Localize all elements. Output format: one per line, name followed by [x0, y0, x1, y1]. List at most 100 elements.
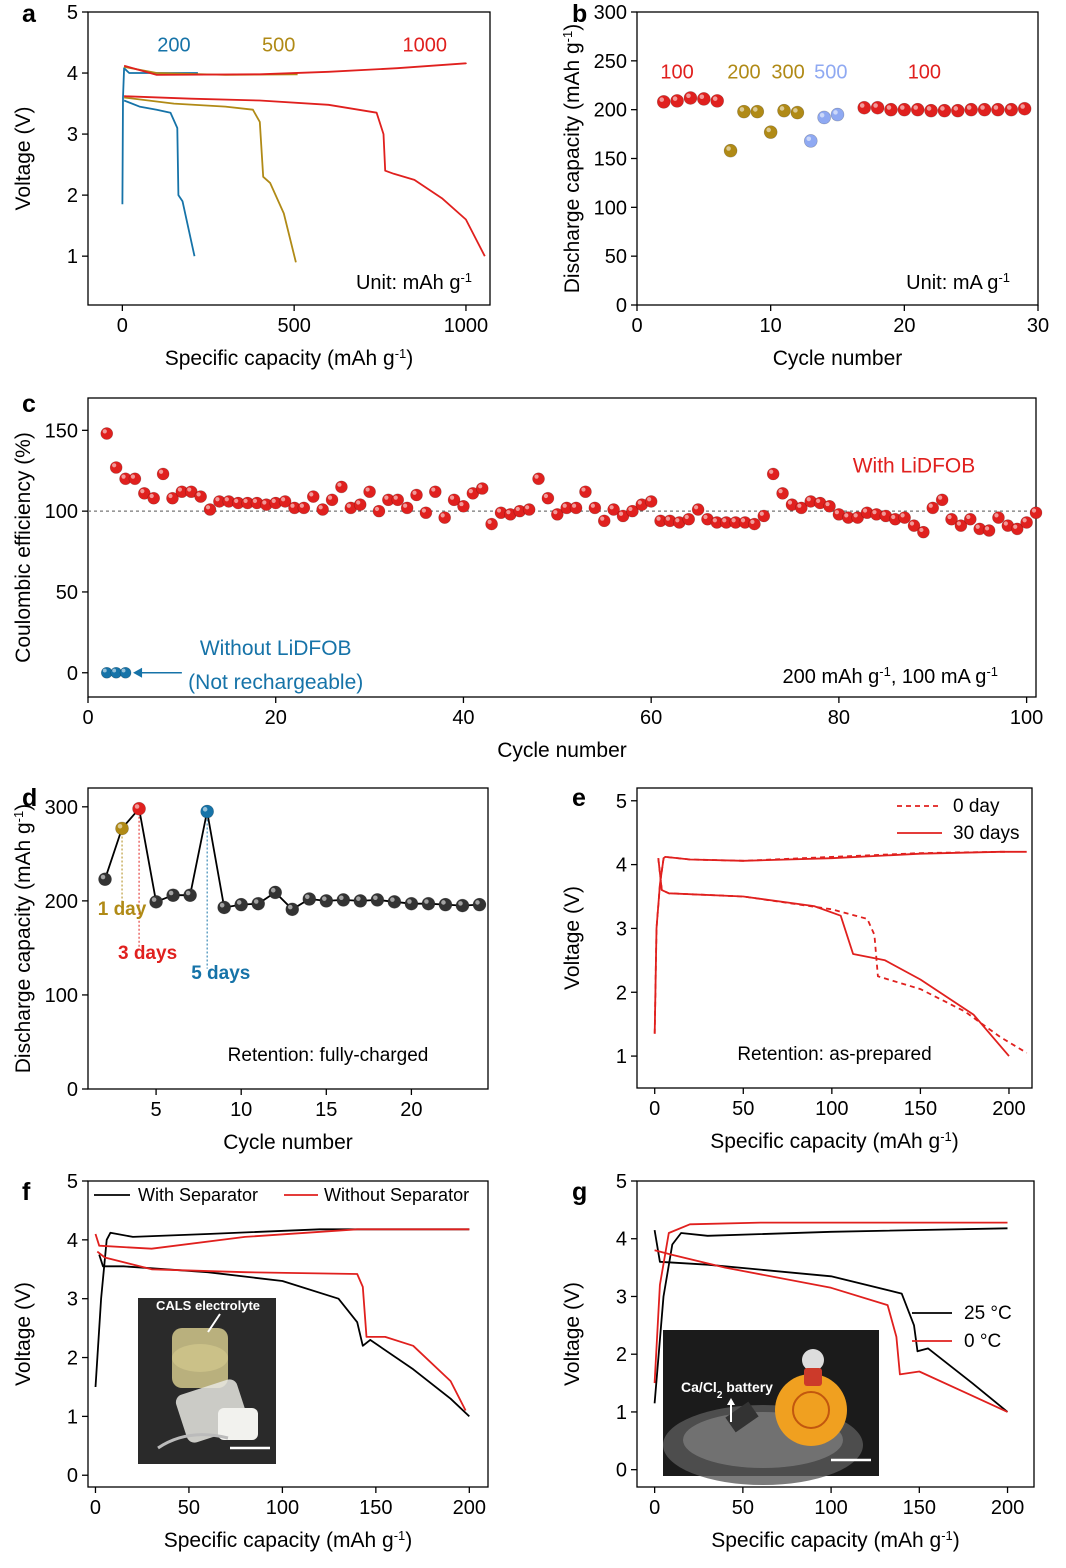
series-line — [657, 858, 1028, 1054]
y-tick-label: 100 — [45, 985, 78, 1007]
data-point — [757, 509, 771, 523]
plot-frame — [87, 787, 489, 1090]
inset-photo-vial: CALS electrolyte — [138, 1298, 276, 1464]
data-point — [285, 902, 300, 917]
rate-label: 1000 — [402, 35, 447, 57]
data-point — [147, 491, 161, 505]
data-point — [569, 501, 583, 515]
data-point — [156, 467, 170, 481]
series-line — [121, 67, 198, 205]
rest-days-label: 5 days — [191, 963, 250, 984]
panel-f: 0 50 100 150 200 0 1 2 3 4 5 Specific capacity (mAh… — [12, 1171, 489, 1553]
x-tick-label: 0 — [631, 315, 642, 337]
data-point — [750, 104, 765, 119]
y-tick-label: 0 — [67, 1079, 78, 1101]
y-tick-label: 1 — [67, 246, 78, 268]
x-tick-label: 0 — [649, 1497, 660, 1519]
x-tick-label: 20 — [893, 315, 915, 337]
y-axis-label: Voltage (V) — [12, 107, 35, 211]
y-tick-label: 1 — [616, 1046, 627, 1068]
y-tick-label: 300 — [45, 797, 78, 819]
series-line — [653, 850, 1027, 1034]
data-point — [644, 495, 658, 508]
y-tick-label: 250 — [594, 51, 627, 73]
data-point — [964, 102, 978, 117]
data-point — [776, 487, 789, 500]
y-tick-label: 100 — [45, 501, 78, 523]
data-point — [428, 485, 442, 499]
data-point — [830, 107, 845, 122]
data-point — [597, 514, 611, 528]
x-tick-label: 100 — [266, 1497, 299, 1519]
data-point — [1020, 516, 1033, 529]
x-tick-label: 0 — [117, 315, 128, 337]
y-tick-label: 150 — [45, 420, 78, 442]
panel-letter-c: c — [22, 390, 36, 418]
x-tick-label: 50 — [178, 1497, 200, 1519]
data-point — [857, 100, 872, 115]
y-tick-label: 200 — [45, 891, 78, 913]
data-point — [522, 503, 536, 516]
data-point — [128, 472, 142, 486]
x-tick-label: 150 — [359, 1497, 392, 1519]
x-tick-label: 100 — [814, 1497, 847, 1519]
x-tick-label: 20 — [265, 707, 287, 729]
data-point — [421, 896, 436, 911]
data-point — [268, 885, 283, 900]
x-tick-label: 100 — [815, 1098, 848, 1120]
data-point — [670, 94, 684, 108]
y-tick-label: 3 — [616, 918, 627, 940]
data-point — [251, 896, 266, 911]
data-point — [335, 480, 348, 494]
data-point — [297, 501, 311, 515]
y-axis-label: Voltage (V) — [561, 886, 584, 990]
y-tick-label: 5 — [616, 791, 627, 813]
data-point — [132, 801, 146, 816]
y-tick-label: 0 — [67, 1465, 78, 1487]
x-axis-label: Specific capacity (mAh g-1) — [164, 1528, 413, 1553]
data-point — [737, 104, 751, 119]
data-point — [683, 91, 698, 105]
data-point — [898, 511, 911, 524]
data-point — [977, 102, 992, 117]
y-tick-label: 3 — [616, 1286, 627, 1308]
data-point — [1029, 506, 1043, 520]
not-rechargeable-label: (Not rechargeable) — [188, 671, 363, 694]
data-point — [438, 897, 453, 912]
y-tick-label: 200 — [594, 100, 627, 122]
x-tick-label: 30 — [1027, 315, 1049, 337]
panel-e: 0 50 100 150 200 1 2 3 4 5 Specific capacity (mAh … — [561, 784, 1033, 1153]
y-tick-label: 4 — [616, 855, 627, 877]
data-point — [982, 524, 996, 537]
data-point — [319, 894, 334, 908]
series-line — [653, 1229, 1009, 1413]
y-axis-label: Voltage (V) — [12, 1282, 35, 1386]
condition-annotation: 200 mAh g-1, 100 mA g-1 — [783, 664, 998, 689]
data-point — [656, 95, 671, 109]
data-point — [98, 872, 112, 887]
y-tick-label: 2 — [616, 982, 627, 1004]
series-line — [657, 858, 1010, 1057]
data-point — [302, 892, 317, 906]
x-tick-label: 0 — [82, 707, 93, 729]
data-point — [748, 517, 761, 531]
data-point — [935, 493, 949, 507]
legend-label: 30 days — [953, 823, 1020, 844]
data-point — [475, 482, 489, 495]
y-tick-label: 4 — [67, 63, 78, 85]
data-point — [897, 102, 912, 117]
series-line — [654, 1249, 1008, 1413]
data-point — [766, 467, 780, 481]
panel-a: 0 500 1000 1 2 3 4 5 Specific capacity (mAh g-1)… — [12, 0, 491, 370]
x-axis-label: Cycle number — [773, 347, 903, 370]
y-tick-label: 50 — [605, 246, 627, 268]
panel-letter-f: f — [22, 1178, 31, 1206]
data-point — [682, 512, 696, 526]
data-point — [917, 525, 930, 539]
y-tick-label: 0 — [616, 1460, 627, 1482]
y-tick-label: 300 — [594, 2, 627, 24]
series-line — [123, 62, 467, 76]
series-line — [94, 1228, 470, 1388]
x-axis-label: Cycle number — [497, 739, 627, 762]
